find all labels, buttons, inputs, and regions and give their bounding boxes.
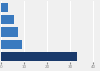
Bar (1, 52, 77, 61)
Bar (1, 3, 8, 12)
Bar (1, 15, 14, 24)
Bar (1, 40, 22, 49)
Bar (1, 27, 18, 36)
